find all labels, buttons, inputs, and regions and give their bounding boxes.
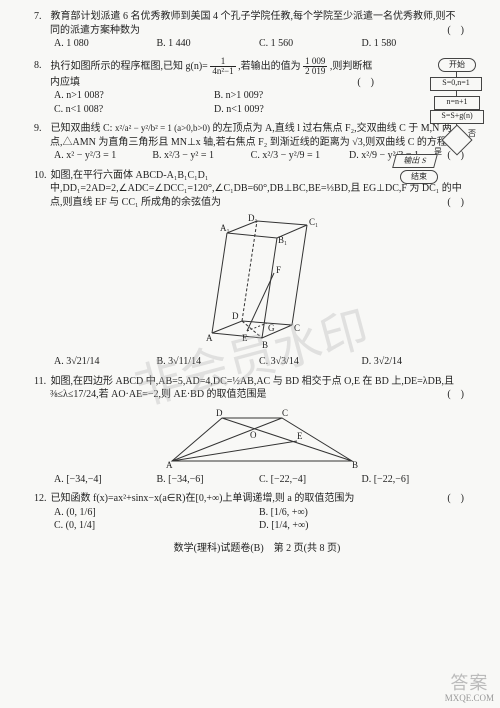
q11-opt-d: D. [−22,−6] [362,473,465,487]
q12-text: 已知函数 f(x)=ax²+sinx−x(a∈R)在[0,+∞)上单调递增,则 … [51,493,355,504]
q8-num: 8. [34,59,48,73]
exam-page: 7. 教育部计划派遣 6 名优秀教师到美国 4 个孔子学院任教,每个学院至少派遣… [0,0,500,708]
qd-D: D [216,408,223,418]
qd-E: E [297,431,303,441]
q7-options: A. 1 080 B. 1 440 C. 1 560 D. 1 580 [54,37,464,51]
q10-opt-a: A. 3√21/14 [54,355,157,369]
question-10: 10. 如图,在平行六面体 ABCD-A₁B₁C₁D₁ 中,DD₁=2AD=2,… [50,169,464,369]
q8-opt-a: A. n>1 008? [54,89,214,103]
q12-opt-c: C. (0, 1/4] [54,519,259,533]
flow-end: 结束 [400,170,438,184]
q9-opt-c: C. x²/3 − y²/9 = 1 [251,149,349,163]
q12-options: A. (0, 1/6] B. [1/6, +∞) C. (0, 1/4] D. … [54,506,464,533]
corner-big: 答案 [445,674,494,694]
flow-no: 否 [468,128,476,139]
q7-opt-b: B. 1 440 [157,37,260,51]
question-7: 7. 教育部计划派遣 6 名优秀教师到美国 4 个孔子学院任教,每个学院至少派遣… [50,10,464,51]
corner-small: MXQE.COM [445,694,494,704]
q10-opt-b: B. 3√11/14 [157,355,260,369]
flow-init: S=0,n=1 [430,77,482,91]
q11-num: 11. [34,375,48,389]
q8-frac2: 1 009 2 019 [303,57,327,76]
q10-num: 10. [34,169,48,183]
q7-opt-c: C. 1 560 [259,37,362,51]
q9-num: 9. [34,122,48,136]
lbl-B: B [262,340,268,350]
q11-paren: ( ) [447,388,464,402]
q11-opt-c: C. [−22,−4] [259,473,362,487]
q8-opt-b: B. n>1 009? [214,89,374,103]
qd-B: B [352,460,358,470]
q9-opt-b: B. x²/3 − y² = 1 [152,149,250,163]
question-12: 12. 已知函数 f(x)=ax²+sinx−x(a∈R)在[0,+∞)上单调递… [50,492,464,533]
lbl-G: G [268,323,275,333]
q7-num: 7. [34,10,48,24]
q7-opt-a: A. 1 080 [54,37,157,51]
lbl-C: C [294,323,300,333]
q8-opt-d: D. n<1 009? [214,103,374,117]
lbl-D: D [232,311,239,321]
q10-options: A. 3√21/14 B. 3√11/14 C. 3√3/14 D. 3√2/1… [54,355,464,369]
q12-opt-d: D. [1/4, +∞) [259,519,464,533]
q8-opt-c: C. n<1 008? [54,103,214,117]
q12-paren: ( ) [447,492,464,506]
qd-C: C [282,408,288,418]
q11-opt-a: A. [−34,−4] [54,473,157,487]
page-footer: 数学(理科)试题卷(B) 第 2 页(共 8 页) [50,539,464,554]
q9-eq: x²/a² − y²/b² = 1 (a>0,b>0) [115,124,210,133]
q9-text-a: 已知双曲线 C: [51,123,113,134]
flow-output: 输出 S [392,154,438,168]
q8-text-a: 执行如图所示的程序框图,已知 g(n)= [51,60,208,71]
question-11: 11. 如图,在四边形 ABCD 中,AB=5,AD=4,DC=½AB,AC 与… [50,375,464,487]
q11-text: 如图,在四边形 ABCD 中,AB=5,AD=4,DC=½AB,AC 与 BD … [50,376,454,401]
lbl-D1: D₁ [248,213,258,223]
lbl-A: A [206,333,213,343]
q8-text-b: ,若输出的值为 [238,60,301,71]
q8-paren: ( ) [357,76,374,90]
q9-options: A. x² − y²/3 = 1 B. x²/3 − y² = 1 C. x²/… [54,149,447,163]
flow-step1: n=n+1 [434,96,480,110]
lbl-C1: C₁ [309,217,318,227]
lbl-E: E [242,333,248,343]
quad-figure: A B C D O E [152,406,362,471]
q10-opt-d: D. 3√2/14 [362,355,465,369]
q12-opt-a: A. (0, 1/6] [54,506,259,520]
flow-step2: S=S+g(n) [430,110,484,124]
q11-opt-b: B. [−34,−6] [157,473,260,487]
q12-num: 12. [34,492,48,506]
prism-figure: A B C D A₁ B₁ C₁ D₁ E F G [192,213,322,353]
q9-opt-a: A. x² − y²/3 = 1 [54,149,152,163]
lbl-F: F [276,265,281,275]
flow-start: 开始 [438,58,476,72]
flowchart: 开始 S=0,n=1 n=n+1 S=S+g(n) 否 是 输出 S 结束 [390,58,480,178]
qd-A: A [166,460,173,470]
lbl-B1: B₁ [278,235,287,245]
q12-opt-b: B. [1/6, +∞) [259,506,464,520]
q7-paren: ( ) [447,24,464,38]
q7-opt-d: D. 1 580 [362,37,465,51]
corner-logo: 答案 MXQE.COM [445,674,494,704]
qd-O: O [250,430,257,440]
q10-opt-c: C. 3√3/14 [259,355,362,369]
q11-options: A. [−34,−4] B. [−34,−6] C. [−22,−4] D. [… [54,473,464,487]
q7-text: 教育部计划派遣 6 名优秀教师到美国 4 个孔子学院任教,每个学院至少派遣一名优… [50,11,456,36]
lbl-A1: A₁ [220,223,230,233]
q8-frac1: 1 4n²−1 [210,57,235,76]
q10-paren: ( ) [447,196,464,210]
q8-options: A. n>1 008? B. n>1 009? C. n<1 008? D. n… [54,89,374,116]
